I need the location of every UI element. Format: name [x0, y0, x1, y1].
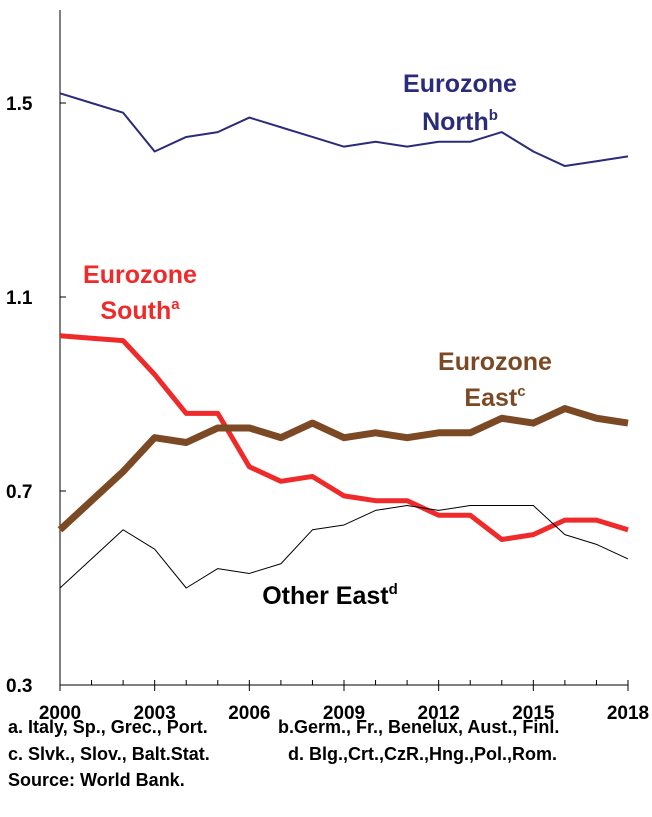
series-label-text: Eurozone [403, 70, 517, 98]
y-tick-label: 0.7 [6, 482, 32, 503]
series-label-sup: b [489, 107, 498, 124]
series-label-text: East [464, 384, 517, 412]
x-tick-label: 2000 [39, 703, 81, 724]
series-label: Other Eastd [262, 581, 398, 610]
footnote: Source: World Bank. [8, 770, 185, 790]
series-label: Southa [100, 296, 180, 325]
series-label: Northb [422, 107, 498, 136]
footnote: c. Slvk., Slov., Balt.Stat. [8, 744, 210, 764]
y-tick-label: 1.5 [6, 94, 33, 115]
footnote: b.Germ., Fr., Benelux, Aust., Finl. [278, 717, 559, 737]
x-tick-label: 2003 [134, 703, 176, 724]
series-line [59, 505, 629, 589]
footnote: a. Italy, Sp., Grec., Port. [8, 717, 208, 737]
y-tick-label: 0.3 [6, 676, 32, 697]
series-label-sup: c [517, 383, 525, 400]
x-tick-label: 2012 [418, 703, 460, 724]
series-label-text: Other East [262, 582, 389, 610]
series-label: Eurozone [403, 70, 517, 98]
x-tick-label: 2006 [228, 703, 270, 724]
series-label-sup: a [171, 296, 180, 313]
series-label-sup: d [389, 581, 398, 598]
series-label: Eastc [464, 383, 525, 412]
series-label-text: Eurozone [438, 348, 552, 376]
x-tick-label: 2018 [607, 703, 649, 724]
series-label: Eurozone [438, 348, 552, 376]
x-tick-label: 2015 [512, 703, 555, 724]
series-label: Eurozone [83, 261, 197, 289]
series-line [57, 405, 629, 533]
series-label-text: Eurozone [83, 261, 197, 289]
footnote: d. Blg.,Crt.,CzR.,Hng.,Pol.,Rom. [288, 744, 557, 764]
series-label-text: South [100, 297, 171, 325]
series-line [59, 333, 629, 542]
series-label-text: North [422, 108, 489, 136]
y-tick-label: 1.1 [6, 288, 33, 309]
x-tick-label: 2009 [323, 703, 365, 724]
series-line [59, 92, 629, 168]
